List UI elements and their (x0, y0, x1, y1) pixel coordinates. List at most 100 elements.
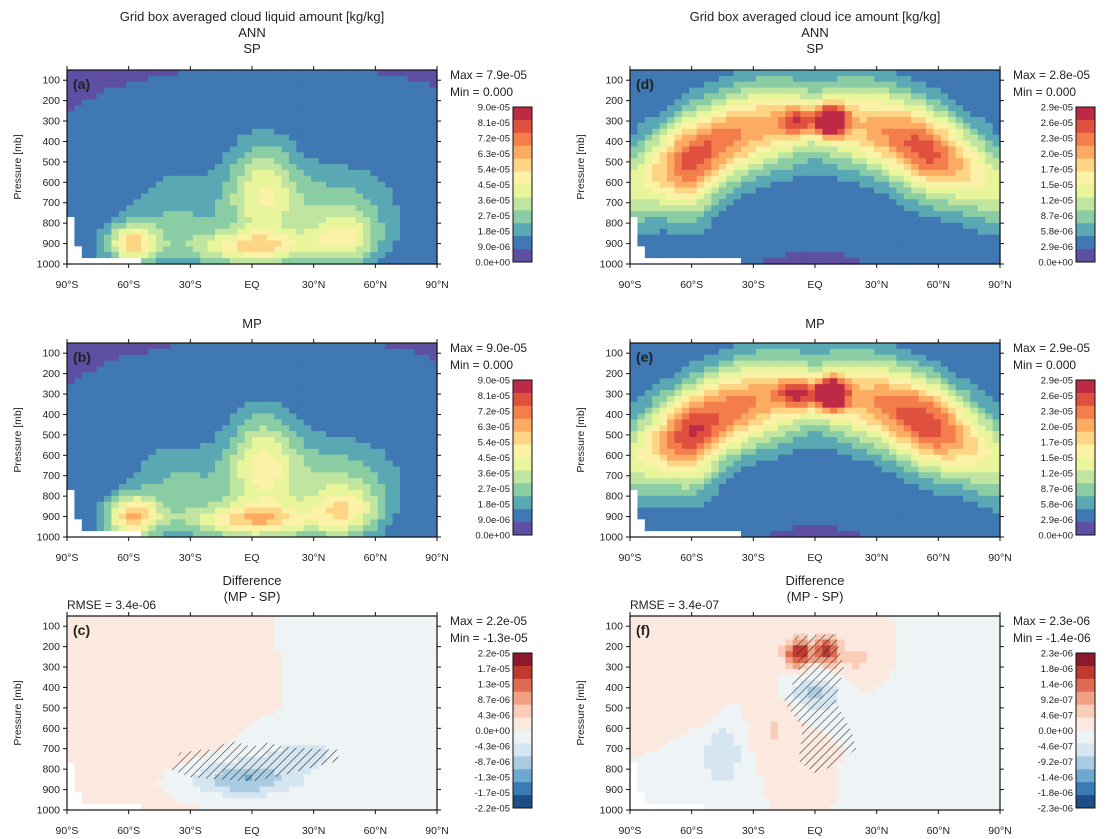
panel-b-cell (141, 378, 149, 385)
panel-b-cell (81, 366, 90, 373)
panel-b-cell (81, 390, 90, 397)
panel-a-cell (133, 93, 142, 100)
panel-d-cell (659, 211, 668, 218)
left-season-label: ANN (238, 25, 265, 40)
panel-a-cell (126, 205, 135, 212)
panel-a-cell (96, 93, 105, 100)
panel-a-cell (200, 181, 209, 189)
panel-d-cell (681, 128, 690, 136)
panel-b-cell (89, 495, 98, 503)
panel-d-cell (807, 140, 816, 148)
panel-a-cell (281, 70, 290, 77)
panel-a-cell (289, 105, 297, 112)
panel-d-cell (689, 252, 698, 259)
panel-a-cell (274, 134, 283, 142)
panel-a-cell (237, 111, 246, 118)
panel-a-cell (215, 211, 223, 218)
panel-a-cell (289, 181, 297, 189)
panel-b-cell (74, 513, 83, 520)
panel-a-cell (163, 216, 172, 224)
panel-a-cell (118, 211, 127, 218)
panel-d-cell (741, 128, 749, 136)
panel-a-cell (363, 228, 371, 236)
panel-a-cell (274, 199, 283, 206)
panel-d-cell (852, 152, 860, 159)
panel-d-cell (755, 117, 764, 124)
panel-a-cell (163, 240, 172, 247)
panel-a-cell (363, 187, 371, 195)
panel-a-cell (266, 193, 275, 200)
panel-a-cell (244, 70, 253, 77)
panel-b-cell (429, 378, 438, 385)
panel-a-cell (392, 169, 401, 177)
panel-d-cell (748, 222, 757, 230)
panel-b-cell (133, 372, 142, 379)
panel-b-cell (266, 407, 275, 415)
panel-d-cell (630, 93, 638, 100)
panel-d-cell (977, 99, 986, 106)
panel-d-cell (630, 75, 638, 83)
panel-a-cell (89, 128, 98, 136)
panel-b-cell (303, 442, 312, 450)
panel-b-cell (89, 348, 98, 356)
panel-a-cell (318, 240, 327, 247)
panel-d-cell (637, 205, 646, 212)
panel-a-cell (89, 258, 98, 265)
panel-d-cell (866, 105, 875, 112)
panel-d-cell (918, 75, 927, 83)
panel-a-cell (89, 228, 98, 236)
panel-b-cell (148, 354, 157, 362)
panel-a-cell (340, 93, 349, 100)
panel-a-cell (229, 111, 238, 118)
panel-d-cell (667, 181, 675, 189)
panel-a-cell (155, 117, 164, 124)
panel-a-cell (118, 222, 127, 230)
panel-a-cell (363, 222, 371, 230)
panel-d-cell (926, 134, 934, 142)
panel-b-cell (118, 501, 127, 509)
panel-b-cell (363, 495, 371, 503)
panel-d-cell (970, 111, 979, 118)
panel-d-cell (755, 164, 764, 171)
panel-b-cell (89, 360, 98, 368)
panel-b-cell (377, 472, 386, 479)
panel-d-cell (800, 187, 809, 195)
panel-a-cell (74, 211, 83, 218)
panel-a-cell (133, 140, 142, 148)
panel-b-cell (222, 413, 231, 421)
panel-a-cell (133, 152, 142, 159)
panel-d-cell (696, 140, 705, 148)
panel-b-cell (96, 348, 105, 356)
panel-d-cell (800, 122, 809, 130)
panel-b-cell (385, 513, 394, 520)
panel-a-cell (207, 158, 216, 165)
panel-b-cell (348, 501, 357, 509)
panel-d-cell (903, 128, 912, 136)
panel-a-cell (340, 158, 349, 165)
panel-b-cell (96, 472, 105, 479)
panel-b-cell (178, 360, 186, 368)
panel-a-cell (340, 117, 349, 124)
panel-a-cell (326, 146, 334, 153)
panel-d-ytick-label: 200 (605, 95, 623, 107)
panel-a-cell (326, 81, 334, 89)
panel-b-cell (178, 413, 186, 421)
panel-a-cell (67, 181, 75, 189)
panel-b-cell (148, 501, 157, 509)
panel-d-cell (859, 234, 868, 242)
panel-a-cell (207, 228, 216, 236)
panel-b-cell (303, 372, 312, 379)
panel-d-cell (903, 187, 912, 195)
panel-a-cell (274, 146, 283, 153)
panel-a-cell (355, 228, 364, 236)
panel-b-cell (400, 354, 408, 362)
panel-b-cell (170, 425, 179, 432)
panel-a-cell (148, 252, 157, 259)
panel-a-cell (192, 228, 201, 236)
panel-d-cell (807, 122, 816, 130)
panel-a-cell (244, 81, 253, 89)
panel-d-cell (741, 122, 749, 130)
panel-a-cell (207, 240, 216, 247)
panel-d-cell (985, 216, 994, 224)
panel-b-cell (281, 489, 290, 497)
